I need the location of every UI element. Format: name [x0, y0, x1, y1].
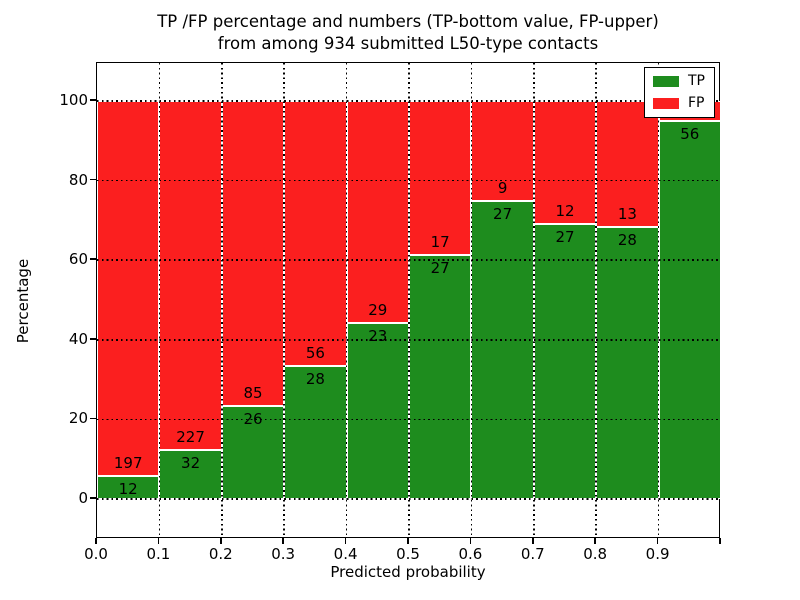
bar-segment-fp [471, 101, 534, 201]
x-tick [594, 538, 596, 544]
grid-v-line [470, 63, 473, 537]
chart-title: TP /FP percentage and numbers (TP-bottom… [96, 11, 720, 55]
x-tick [407, 538, 409, 544]
grid-h-line [97, 179, 719, 182]
bar-label-tp: 32 [181, 453, 201, 472]
bar-segment-tp [596, 227, 659, 499]
y-tick [90, 99, 96, 101]
y-tick [90, 258, 96, 260]
bar-segment-fp [346, 101, 409, 324]
bar-label-tp: 28 [305, 370, 325, 389]
legend-label-fp: FP [688, 95, 705, 111]
bar-segment-tp [471, 200, 534, 499]
grid-v-line [533, 63, 535, 537]
bar-label-fp: 29 [368, 301, 388, 320]
chart-title-line-2: from among 934 submitted L50-type contac… [217, 34, 599, 53]
bar-label-fp: 85 [243, 383, 263, 402]
x-tick [344, 538, 347, 544]
grid-v-line [283, 63, 285, 537]
legend: TP FP [644, 67, 715, 118]
bar-segment-fp [596, 101, 659, 228]
x-tick [95, 538, 97, 544]
bar-label-fp: 9 [497, 178, 508, 197]
x-tick [719, 538, 721, 544]
bar-label-fp: 197 [113, 454, 143, 473]
bar-segment-fp [221, 101, 285, 406]
bar-label-fp: 12 [555, 201, 575, 220]
x-axis-title: Predicted probability [330, 563, 486, 581]
grid-v-line [595, 63, 597, 537]
legend-item-tp: TP [653, 74, 705, 89]
y-tick [90, 338, 96, 340]
grid-v-line [657, 63, 660, 537]
legend-swatch-tp [653, 76, 679, 87]
grid-h-line [97, 498, 719, 500]
grid-h-line [97, 339, 719, 341]
x-tick-label: 0.6 [458, 545, 483, 563]
bar-label-fp: 56 [305, 344, 325, 363]
x-tick-label: 0.9 [645, 545, 670, 563]
x-tick-label: 0.2 [208, 545, 233, 563]
bar-label-tp: 27 [555, 227, 575, 246]
y-tick-label: 20 [68, 409, 88, 428]
y-tick-label: 100 [59, 91, 88, 109]
y-tick-label: 0 [78, 489, 88, 507]
bar-label-tp: 28 [617, 231, 637, 250]
bar-segment-fp [97, 101, 160, 477]
x-tick [282, 538, 284, 544]
y-tick-label: 60 [68, 250, 88, 269]
bar-segment-tp [658, 121, 721, 499]
grid-v-line [345, 63, 348, 537]
bar-label-fp: 17 [430, 232, 450, 251]
y-axis-title: Percentage [14, 258, 32, 344]
x-tick [656, 538, 659, 544]
bar-label-tp: 56 [680, 125, 700, 144]
x-tick [469, 538, 472, 544]
grid-h-line [97, 259, 719, 261]
bar-label-tp: 26 [243, 409, 263, 428]
bar-segment-fp [159, 101, 222, 450]
bar-segment-fp [533, 101, 597, 224]
x-tick-label: 0.0 [84, 545, 108, 563]
bar-segment-tp [346, 323, 409, 499]
bar-segment-tp [409, 254, 472, 499]
x-tick-label: 0.5 [396, 545, 420, 563]
bar-segment-tp [284, 366, 347, 499]
y-tick [90, 417, 96, 420]
grid-h-line [97, 100, 719, 102]
x-tick [157, 538, 160, 544]
bar-segment-tp [159, 449, 222, 499]
bar-label-tp: 27 [493, 204, 513, 223]
x-tick [532, 538, 534, 544]
grid-v-line [408, 63, 410, 537]
grid-v-line [158, 63, 161, 537]
legend-swatch-fp [653, 98, 679, 109]
x-tick-label: 0.1 [146, 545, 171, 563]
x-tick [220, 538, 222, 544]
grid-h-line [97, 418, 719, 421]
y-tick [90, 497, 96, 499]
chart-title-line-1: TP /FP percentage and numbers (TP-bottom… [157, 12, 659, 31]
bar-label-fp: 227 [176, 427, 205, 446]
grid-v-line [221, 63, 223, 537]
bar-label-tp: 23 [368, 327, 388, 346]
x-tick-label: 0.4 [333, 545, 358, 563]
bar-segment-fp [284, 101, 347, 367]
x-tick-label: 0.3 [271, 545, 296, 563]
bar-segment-tp [533, 223, 597, 499]
bar-label-tp: 27 [430, 258, 450, 277]
y-tick-label: 40 [68, 329, 88, 348]
legend-item-fp: FP [653, 96, 705, 111]
bar-label-fp: 13 [617, 205, 637, 224]
y-tick-label: 80 [68, 170, 88, 189]
x-tick-label: 0.8 [583, 545, 608, 563]
plot-area: 197 12 227 32 85 26 56 28 29 23 17 27 9 27 12 27 13 28 56 … [96, 62, 721, 538]
bar-segment-fp [409, 101, 472, 255]
bar-label-tp: 12 [118, 480, 138, 499]
y-tick [90, 178, 96, 181]
x-tick-label: 0.7 [520, 545, 545, 563]
legend-label-tp: TP [688, 73, 705, 89]
